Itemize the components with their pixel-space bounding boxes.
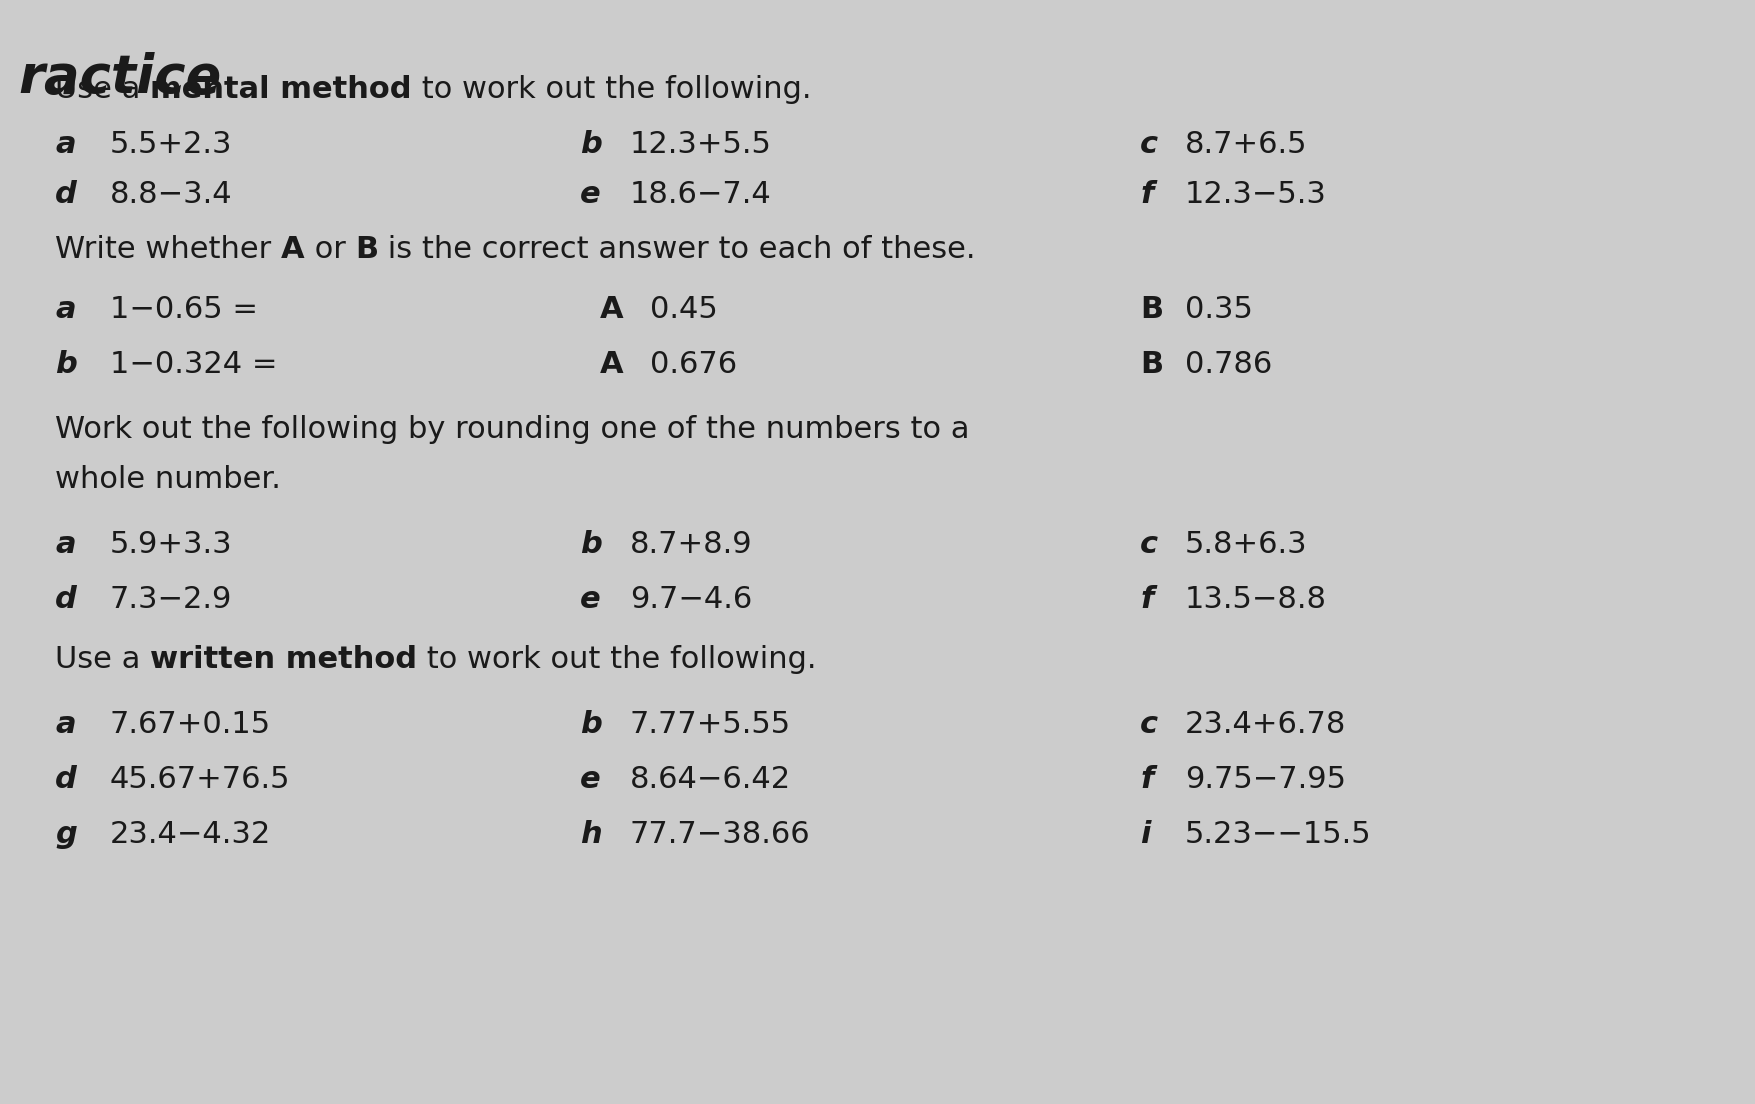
Text: Work out the following by rounding one of the numbers to a: Work out the following by rounding one o…	[54, 415, 969, 444]
Text: ractice: ractice	[18, 52, 221, 104]
Text: d: d	[54, 585, 77, 614]
Text: h: h	[579, 820, 602, 849]
Text: Use a: Use a	[54, 645, 149, 675]
Text: d: d	[54, 765, 77, 794]
Text: A: A	[600, 295, 623, 323]
Text: 0.35: 0.35	[1185, 295, 1251, 323]
Text: 9.75−7.95: 9.75−7.95	[1185, 765, 1346, 794]
Text: 23.4+6.78: 23.4+6.78	[1185, 710, 1346, 739]
Text: B: B	[1139, 350, 1162, 379]
Text: B: B	[1139, 295, 1162, 323]
Text: 0.786: 0.786	[1185, 350, 1272, 379]
Text: e: e	[579, 180, 600, 209]
Text: g: g	[54, 820, 77, 849]
Text: a: a	[54, 530, 75, 559]
Text: 77.7−38.66: 77.7−38.66	[630, 820, 811, 849]
Text: A: A	[281, 235, 304, 264]
Text: to work out the following.: to work out the following.	[411, 75, 811, 104]
Text: 5.8+6.3: 5.8+6.3	[1185, 530, 1307, 559]
Text: 23.4−4.32: 23.4−4.32	[111, 820, 270, 849]
Text: 12.3+5.5: 12.3+5.5	[630, 130, 772, 159]
Text: 7.67+0.15: 7.67+0.15	[111, 710, 270, 739]
Text: a: a	[54, 130, 75, 159]
Text: written method: written method	[149, 645, 418, 675]
Text: 7.3−2.9: 7.3−2.9	[111, 585, 232, 614]
Text: to work out the following.: to work out the following.	[418, 645, 816, 675]
Text: f: f	[1139, 765, 1153, 794]
Text: 5.23−−15.5: 5.23−−15.5	[1185, 820, 1371, 849]
Text: b: b	[579, 530, 602, 559]
Text: 7.77+5.55: 7.77+5.55	[630, 710, 792, 739]
Text: d: d	[54, 180, 77, 209]
Text: 5.9+3.3: 5.9+3.3	[111, 530, 232, 559]
Text: e: e	[579, 585, 600, 614]
Text: a: a	[54, 295, 75, 323]
Text: 12.3−5.3: 12.3−5.3	[1185, 180, 1327, 209]
Text: is the correct answer to each of these.: is the correct answer to each of these.	[377, 235, 976, 264]
Text: Use a: Use a	[54, 75, 149, 104]
Text: whole number.: whole number.	[54, 465, 281, 493]
Text: mental method: mental method	[149, 75, 411, 104]
Text: f: f	[1139, 180, 1153, 209]
Text: c: c	[1139, 130, 1158, 159]
Text: b: b	[54, 350, 77, 379]
Text: c: c	[1139, 530, 1158, 559]
Text: e: e	[579, 765, 600, 794]
Text: 5.5+2.3: 5.5+2.3	[111, 130, 232, 159]
Text: 8.8−3.4: 8.8−3.4	[111, 180, 232, 209]
Text: i: i	[1139, 820, 1150, 849]
Text: 13.5−8.8: 13.5−8.8	[1185, 585, 1327, 614]
Text: or: or	[304, 235, 355, 264]
Text: 0.676: 0.676	[649, 350, 737, 379]
Text: 45.67+76.5: 45.67+76.5	[111, 765, 290, 794]
Text: A: A	[600, 350, 623, 379]
Text: 1−0.324 =: 1−0.324 =	[111, 350, 277, 379]
Text: Write whether: Write whether	[54, 235, 281, 264]
Text: 9.7−4.6: 9.7−4.6	[630, 585, 751, 614]
Text: b: b	[579, 130, 602, 159]
Text: 0.45: 0.45	[649, 295, 718, 323]
Text: B: B	[355, 235, 377, 264]
Text: 8.7+6.5: 8.7+6.5	[1185, 130, 1307, 159]
Text: a: a	[54, 710, 75, 739]
Text: 18.6−7.4: 18.6−7.4	[630, 180, 770, 209]
Text: 8.64−6.42: 8.64−6.42	[630, 765, 792, 794]
Text: 8.7+8.9: 8.7+8.9	[630, 530, 753, 559]
Text: c: c	[1139, 710, 1158, 739]
Text: 1−0.65 =: 1−0.65 =	[111, 295, 258, 323]
Text: f: f	[1139, 585, 1153, 614]
Text: b: b	[579, 710, 602, 739]
